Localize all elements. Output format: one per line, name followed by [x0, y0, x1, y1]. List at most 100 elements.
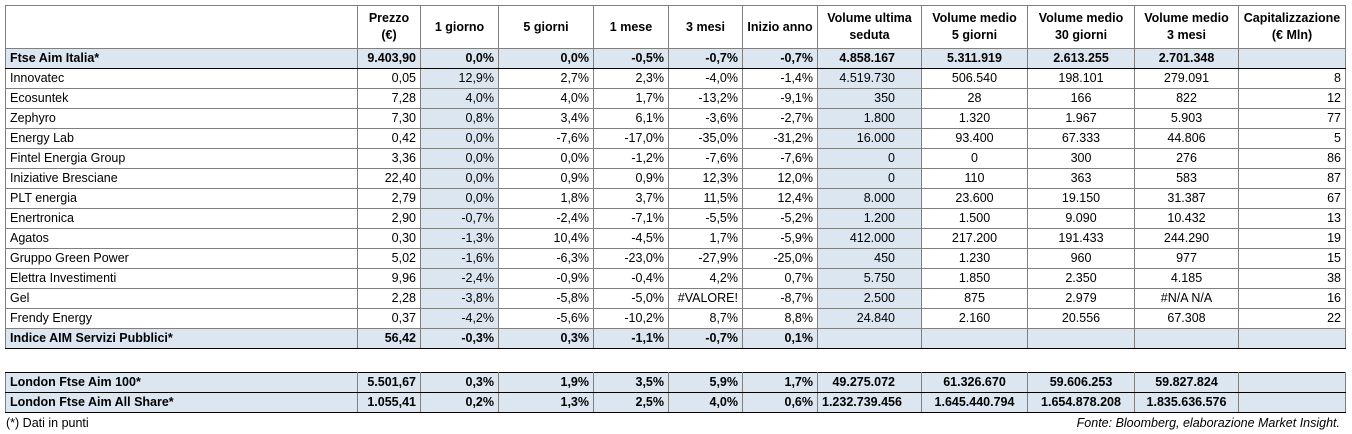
table-cell: -13,2% [668, 88, 743, 109]
table-row: Fintel Energia Group 3,36 0,0% 0,0% -1,2% -7,… [5, 148, 1346, 169]
table-cell: 506.540 [921, 68, 1028, 89]
table-cell: 5,9% [668, 372, 743, 393]
table-cell: 24.840 [817, 308, 922, 329]
table-cell: -0,7% [420, 208, 499, 229]
table-cell: -0,7% [668, 328, 743, 349]
table-cell: -25,0% [742, 248, 818, 269]
table-cell: -1,1% [593, 328, 669, 349]
table-cell: 583 [1134, 168, 1239, 189]
row-label: Innovatec [5, 68, 358, 89]
table-cell: 1.500 [921, 208, 1028, 229]
table-cell: 412.000 [817, 228, 922, 249]
table-cell: 22,40 [357, 168, 421, 189]
table-cell: 28 [921, 88, 1028, 109]
table-cell: 279.091 [1134, 68, 1239, 89]
table-cell: -1,3% [420, 228, 499, 249]
table-cell: 12,9% [420, 68, 499, 89]
table-cell: 59.606.253 [1027, 372, 1135, 393]
table-cell: 4,2% [668, 268, 743, 289]
header-text: 5 giorni [951, 28, 998, 42]
table-cell: #VALORE! [668, 288, 743, 309]
header-text: (€ Mln) [1271, 28, 1313, 42]
header-text: seduta [849, 28, 890, 42]
table-cell: -5,2% [742, 208, 818, 229]
table-cell: -6,3% [498, 248, 594, 269]
header-text: 1 giorno [434, 19, 485, 34]
table-cell: 49.275.072 [817, 372, 922, 393]
table-cell: 0,3% [420, 372, 499, 393]
table-cell: 3,5% [593, 372, 669, 393]
table-cell: 10.432 [1134, 208, 1239, 229]
table-cell: 16 [1238, 288, 1346, 309]
table-cell: 8.000 [817, 188, 922, 209]
table-cell: -2,4% [498, 208, 594, 229]
header-cell: Capitalizzazione (€ Mln) [1238, 5, 1346, 49]
table-cell: 2,79 [357, 188, 421, 209]
table-cell: 822 [1134, 88, 1239, 109]
table-row: London Ftse Aim 100* 5.501,67 0,3% 1,9% 3,5%… [5, 372, 1346, 393]
table-cell: 59.827.824 [1134, 372, 1239, 393]
table-cell: 0,05 [357, 68, 421, 89]
table-cell: 960 [1027, 248, 1135, 269]
table-cell: 8 [1238, 68, 1346, 89]
table-cell: 7,30 [357, 108, 421, 129]
table-cell [1238, 372, 1346, 393]
table-cell: 2,3% [593, 68, 669, 89]
table-cell: 1,3% [498, 392, 594, 413]
header-row: Prezzo (€) 1 giorno 5 giorni 1 mese 3 mesi Ini… [5, 5, 1346, 49]
table-cell: 44.806 [1134, 128, 1239, 149]
table-cell: -7,6% [668, 148, 743, 169]
table-cell: 86 [1238, 148, 1346, 169]
row-label: Fintel Energia Group [5, 148, 358, 169]
footnote: (*) Dati in punti [6, 416, 89, 430]
row-label: Gel [5, 288, 358, 309]
row-label: London Ftse Aim 100* [5, 372, 358, 393]
row-label: Ftse Aim Italia* [5, 48, 358, 69]
table-cell: 3,7% [593, 188, 669, 209]
row-label: Frendy Energy [5, 308, 358, 329]
table-cell: 1,9% [498, 372, 594, 393]
table-cell: 12,4% [742, 188, 818, 209]
table-cell: 56,42 [357, 328, 421, 349]
table-cell: 8,8% [742, 308, 818, 329]
table-cell: -27,9% [668, 248, 743, 269]
table-cell: -5,8% [498, 288, 594, 309]
table-cell: #N/A N/A [1134, 288, 1239, 309]
table-cell: 5.311.919 [921, 48, 1028, 69]
header-cell: 5 giorni [498, 5, 594, 49]
table-cell: 4.858.167 [817, 48, 922, 69]
table-cell: 67 [1238, 188, 1346, 209]
header-cell: 3 mesi [668, 5, 743, 49]
header-text: 3 mesi [686, 19, 725, 34]
table-cell: -0,4% [593, 268, 669, 289]
table-cell: 1.055,41 [357, 392, 421, 413]
table-cell: 0,9% [593, 168, 669, 189]
table-cell: 1.835.636.576 [1134, 392, 1239, 413]
table-cell: -4,5% [593, 228, 669, 249]
table-cell: 12,0% [742, 168, 818, 189]
table-cell: 0,0% [420, 168, 499, 189]
table-cell: 1.654.878.208 [1027, 392, 1135, 413]
table-cell: 1,7% [742, 372, 818, 393]
table-row: Frendy Energy 0,37 -4,2% -5,6% -10,2% 8,7% 8,8… [5, 308, 1346, 329]
table-cell: 0,8% [420, 108, 499, 129]
table-cell: 12,3% [668, 168, 743, 189]
table-cell: 110 [921, 168, 1028, 189]
table-cell: 2.350 [1027, 268, 1135, 289]
header-cell: Volume medio 5 giorni [921, 5, 1028, 49]
table-cell: -0,7% [668, 48, 743, 69]
table-cell: 1.800 [817, 108, 922, 129]
table-cell: -35,0% [668, 128, 743, 149]
table-cell [817, 328, 922, 349]
table-cell: -3,6% [668, 108, 743, 129]
table-cell: 0 [817, 148, 922, 169]
table-cell: 450 [817, 248, 922, 269]
table-cell: -8,7% [742, 288, 818, 309]
row-label: Energy Lab [5, 128, 358, 149]
table-cell: -0,3% [420, 328, 499, 349]
table-cell: 10,4% [498, 228, 594, 249]
table-cell: 1.320 [921, 108, 1028, 129]
table-cell: 4.519.730 [817, 68, 922, 89]
table-cell: -4,0% [668, 68, 743, 89]
table-cell: 1.967 [1027, 108, 1135, 129]
